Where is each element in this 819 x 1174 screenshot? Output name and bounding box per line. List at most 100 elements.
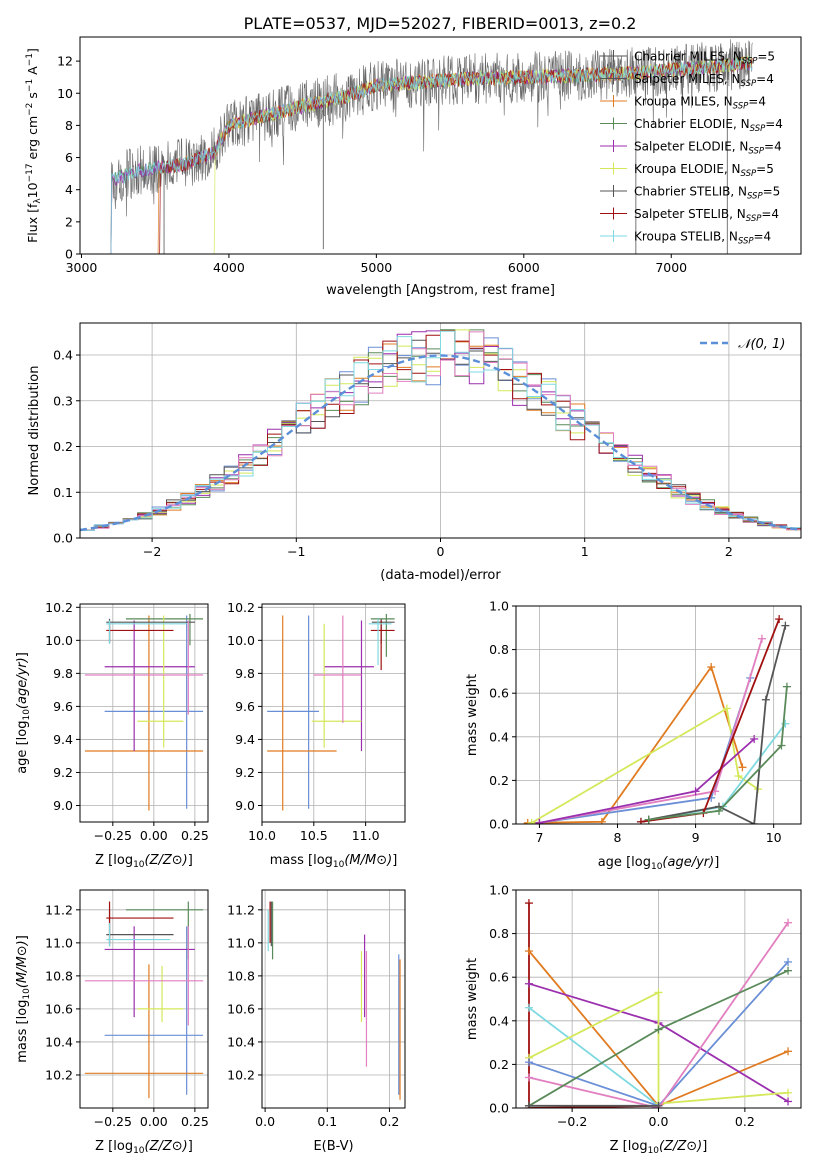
- y-tick-label: 9.4: [53, 732, 73, 747]
- x-tick-label: 0.00: [140, 828, 168, 843]
- y-tick-label: 10.4: [45, 1034, 73, 1049]
- y-tick-label: 9.6: [53, 699, 73, 714]
- legend-entry: Chabrier ELODIE, NSSP=4: [634, 117, 783, 134]
- x-axis-label: wavelength [Angstrom, rest frame]: [326, 283, 555, 298]
- legend-entry: Salpeter ELODIE, NSSP=4: [634, 140, 782, 157]
- mass-vs-EBV-panel: 0.0 0.1 0.2 10.2 10.4 10.6 10.8 11.0 11.2 E(B-V): [227, 889, 406, 1154]
- axes-frame: [261, 603, 406, 823]
- x-axis-label: (data-model)/error: [380, 568, 501, 583]
- x-axis-label: Z [log10(Z/Z⊙)]: [610, 1139, 708, 1156]
- x-tick-label: 0.25: [181, 828, 209, 843]
- y-tick-label: 8: [65, 118, 73, 133]
- y-tick-label: 2: [65, 214, 73, 229]
- x-tick-label: 1: [581, 544, 589, 559]
- legend-entry: Chabrier MILES, NSSP=5: [634, 50, 775, 67]
- x-tick-label: 0: [437, 544, 445, 559]
- y-tick-label: 10.8: [45, 968, 73, 983]
- y-tick-label: 1.0: [489, 599, 509, 614]
- x-tick-label: 10.5: [300, 828, 328, 843]
- spectrum-line-cyan: [110, 56, 753, 254]
- y-tick-label: 10.0: [45, 633, 73, 648]
- y-tick-label: 10: [57, 86, 73, 101]
- normal-curve: [80, 354, 801, 532]
- age-vs-mass-panel: 10.0 10.5 11.0 9.0 9.2 9.4 9.6 9.8 10.0 10.2 mass …: [227, 600, 406, 870]
- x-tick-label: −0.25: [94, 1114, 132, 1129]
- y-axis-label: Normed distribution: [27, 366, 42, 496]
- spectrum-panel: 3000 4000 5000 6000 7000 0 2 4 6 8 10 12 wavelength …: [25, 36, 802, 298]
- x-tick-label: 2: [725, 544, 733, 559]
- x-axis-label: age [log10(age/yr)]: [598, 855, 720, 872]
- y-tick-label: 0.2: [53, 439, 73, 454]
- axes-frame: [261, 889, 406, 1109]
- weight-line-green: [648, 686, 788, 821]
- x-tick-label: 4000: [213, 260, 245, 275]
- y-tick-label: 4: [65, 182, 73, 197]
- y-tick-label: 10.0: [227, 633, 255, 648]
- weight-vs-Z-panel: −0.2 0.0 0.2 0.0 0.2 0.4 0.6 0.8 1.0 Z [log10(Z/Z…: [465, 883, 802, 1156]
- mass-vs-Z-panel: −0.25 0.00 0.25 10.2 10.4 10.6 10.8 11.0 11.2 Z […: [15, 889, 209, 1156]
- x-tick-label: 0.0: [649, 1114, 669, 1129]
- y-axis-label: mass [log10(M/M⊙)]: [15, 935, 32, 1063]
- axes-frame: [79, 322, 802, 539]
- x-tick-label: 0.00: [140, 1114, 168, 1129]
- y-tick-label: 0.0: [53, 531, 73, 546]
- weight-line-lime: [528, 991, 789, 1105]
- x-tick-label: −0.2: [557, 1114, 587, 1129]
- axes-frame: [79, 889, 209, 1109]
- x-tick-label: 9: [692, 830, 700, 845]
- y-tick-label: 11.2: [227, 902, 255, 917]
- y-tick-label: 10.6: [227, 1001, 255, 1016]
- y-tick-label: 11.0: [45, 935, 73, 950]
- errorbars: [267, 901, 401, 1100]
- x-tick-label: 7: [535, 830, 543, 845]
- legend-entry: Kroupa STELIB, NSSP=4: [634, 230, 771, 247]
- y-tick-label: 0.6: [489, 686, 509, 701]
- y-tick-label: 0.0: [489, 817, 509, 832]
- histograms: [80, 329, 801, 538]
- errorbars: [267, 613, 395, 811]
- spectrum-lines: [110, 39, 753, 254]
- y-tick-label: 12: [57, 54, 73, 69]
- x-tick-label: 6000: [508, 260, 540, 275]
- y-tick-label: 10.2: [227, 1067, 255, 1082]
- y-tick-label: 11.0: [227, 935, 255, 950]
- y-tick-label: 0.4: [489, 729, 509, 744]
- y-tick-label: 11.2: [45, 902, 73, 917]
- y-tick-label: 10.4: [227, 1034, 255, 1049]
- x-tick-label: 0.1: [317, 1114, 337, 1129]
- x-tick-label: 5000: [360, 260, 392, 275]
- y-tick-label: 0.8: [489, 642, 509, 657]
- y-tick-label: 1.0: [489, 883, 509, 898]
- y-tick-label: 0.2: [489, 1057, 509, 1072]
- y-tick-label: 0.1: [53, 485, 73, 500]
- x-tick-label: 0.25: [181, 1114, 209, 1129]
- y-tick-label: 9.0: [235, 798, 255, 813]
- y-tick-label: 10.8: [227, 968, 255, 983]
- x-tick-label: 11.0: [352, 828, 380, 843]
- x-tick-label: 8: [614, 830, 622, 845]
- x-axis-label: Z [log10(Z/Z⊙)]: [95, 853, 193, 870]
- axes-frame: [515, 605, 802, 825]
- legend-entry: Salpeter MILES, NSSP=4: [634, 72, 774, 89]
- axes-frame: [79, 603, 209, 823]
- errorbars: [84, 901, 204, 1099]
- y-tick-label: 9.4: [235, 732, 255, 747]
- y-tick-label: 9.2: [235, 765, 255, 780]
- y-tick-label: 0.4: [53, 348, 73, 363]
- gridlines: [262, 890, 405, 1108]
- y-tick-label: 0.3: [53, 393, 73, 408]
- y-axis-label: age [log10(age/yr)]: [15, 652, 32, 774]
- x-axis-label: mass [log10(M/M⊙)]: [270, 853, 398, 870]
- y-tick-label: 10.2: [227, 600, 255, 615]
- legend-entry: Salpeter STELIB, NSSP=4: [634, 207, 779, 224]
- x-tick-label: 0.2: [735, 1114, 755, 1129]
- weight-line-gray: [648, 625, 787, 824]
- x-tick-label: −0.25: [94, 828, 132, 843]
- y-axis-label: Flux [fλ10−17 erg cm−2 s−1 A−1]: [25, 48, 43, 243]
- x-tick-label: 0.0: [255, 1114, 275, 1129]
- figure-title: PLATE=0537, MJD=52027, FIBERID=0013, z=0…: [244, 14, 637, 33]
- y-tick-label: 10.2: [45, 1067, 73, 1082]
- y-tick-label: 10.2: [45, 600, 73, 615]
- x-tick-label: −2: [143, 544, 161, 559]
